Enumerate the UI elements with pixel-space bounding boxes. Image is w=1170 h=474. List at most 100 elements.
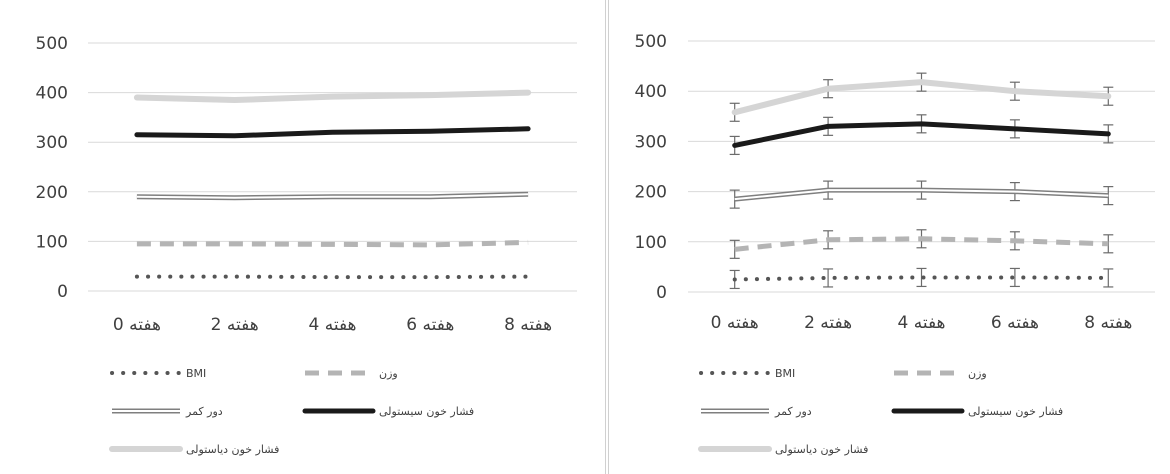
right-series-4-point-0: [733, 111, 736, 114]
right-x-tick-label: 8 هفته: [1084, 313, 1132, 333]
right-series-2-error-bar-4: [1103, 186, 1114, 206]
right-series-0-point-0: [733, 278, 736, 281]
right-series-4-point-2: [920, 81, 923, 84]
right-series-2-point-3: [1013, 190, 1016, 193]
right-series-3-point-0: [733, 144, 736, 147]
right-series-3-point-3: [1013, 127, 1016, 130]
left-series-3-point-0: [135, 133, 138, 136]
left-series-0-point-1: [233, 275, 236, 278]
right-x-tick-label: 2 هفته: [804, 313, 852, 333]
right-y-tick-label: 400: [635, 82, 667, 102]
right-y-tick-label: 0: [656, 283, 667, 303]
right-series-3-point-2: [920, 122, 923, 125]
left-series-4-point-4: [527, 91, 530, 94]
left-x-tick-label: 8 هفته: [504, 315, 552, 335]
right-legend-label-4: فشار خون دیاستولی: [775, 443, 868, 456]
left-series-2-point-0: [135, 195, 138, 198]
left-legend-label-2: دور کمر: [185, 405, 223, 418]
left-series-1-point-1: [233, 242, 236, 245]
left-y-tick-label: 100: [36, 232, 68, 252]
chart-panel-left: 0 100 200 300 400 500 0 هفته 2 هفته 4 هفته 6 هفته…: [35, 0, 606, 474]
left-y-tick-label: 0: [57, 282, 68, 302]
right-y-tick-label: 300: [635, 132, 667, 152]
left-series-3-point-1: [233, 134, 236, 137]
right-series-0-point-3: [1013, 276, 1016, 279]
left-series-2-point-4: [527, 193, 530, 196]
left-legend-label-4: فشار خون دیاستولی: [186, 443, 279, 456]
left-y-tick-label: 400: [36, 84, 68, 104]
left-y-tick-label: 200: [36, 183, 68, 203]
left-series-1-point-3: [429, 243, 432, 246]
chart-panel-right: 0 100 200 300 400 500 0 هفته 2 هفته 4 هفته 6 هفته…: [608, 0, 1170, 474]
left-x-tick-label: 0 هفته: [113, 315, 161, 335]
left-series-2-point-3: [429, 195, 432, 198]
right-series-2-point-0: [733, 198, 736, 201]
left-x-tick-label: 4 هفته: [308, 315, 356, 335]
left-series-0-point-4: [527, 275, 530, 278]
left-series-3-point-2: [331, 131, 334, 134]
right-series-2-point-1: [827, 189, 830, 192]
right-y-tick-label: 200: [635, 183, 667, 203]
left-y-tick-label: 300: [36, 133, 68, 153]
left-series-2: [135, 191, 530, 201]
left-series-1-point-0: [135, 242, 138, 245]
right-series-3-point-1: [827, 125, 830, 128]
left-series-4-point-2: [331, 95, 334, 98]
left-series-0: [134, 274, 531, 280]
right-legend: BMI وزن دور کمر فشار خون سیستولی فشار خون دی…: [698, 367, 1063, 456]
right-series-3-point-4: [1107, 132, 1110, 135]
right-series-0-error-bar-1: [823, 268, 834, 288]
right-series-4-point-1: [827, 87, 830, 90]
left-series-0-point-2: [331, 276, 334, 279]
left-legend-label-1: وزن: [379, 367, 398, 380]
right-series-0: [729, 267, 1114, 290]
right-series-1-point-3: [1013, 239, 1016, 242]
right-series-1-point-2: [920, 237, 923, 240]
right-legend-label-0: BMI: [775, 367, 795, 380]
left-series-4-point-1: [233, 99, 236, 102]
right-x-tick-label: 4 هفته: [897, 313, 945, 333]
right-legend-label-1: وزن: [968, 367, 987, 380]
right-series-1-point-4: [1107, 242, 1110, 245]
right-series-0-point-2: [920, 276, 923, 279]
right-series-0-error-bar-4: [1103, 268, 1114, 288]
right-y-tick-label: 500: [635, 32, 667, 52]
left-series-4-point-0: [135, 96, 138, 99]
left-series-3-point-3: [429, 130, 432, 133]
right-series-4-point-3: [1013, 90, 1016, 93]
left-series-4: [133, 89, 532, 104]
left-series-0-point-3: [429, 276, 432, 279]
left-x-tick-label: 6 هفته: [406, 315, 454, 335]
left-series-2-point-2: [331, 195, 334, 198]
right-series-3: [729, 114, 1114, 156]
left-legend-label-3: فشار خون سیستولی: [379, 405, 474, 418]
right-series-2: [729, 180, 1114, 209]
right-legend-label-3: فشار خون سیستولی: [968, 405, 1063, 418]
left-series-0-point-0: [135, 275, 138, 278]
line-chart-right: 0 100 200 300 400 500 0 هفته 2 هفته 4 هفته 6 هفته…: [635, 32, 1155, 456]
right-series-1-error-bar-4: [1103, 234, 1114, 254]
left-y-tick-label: 500: [36, 34, 68, 54]
left-series-3: [134, 126, 531, 139]
left-legend-label-0: BMI: [186, 367, 206, 380]
left-series-1-point-4: [527, 241, 530, 244]
right-series-1-point-0: [733, 248, 736, 251]
left-x-tick-label: 2 هفته: [211, 315, 259, 335]
left-series-2-point-1: [233, 196, 236, 199]
left-series-3-point-4: [527, 127, 530, 130]
right-series-0-error-bar-3: [1009, 267, 1020, 288]
line-chart-left: 0 100 200 300 400 500 0 هفته 2 هفته 4 هفته 6 هفته…: [36, 34, 577, 456]
left-legend: BMI وزن دور کمر فشار خون سیستولی فشار خون دی…: [109, 367, 474, 456]
right-series-0-point-4: [1107, 276, 1110, 279]
right-series-4: [729, 72, 1114, 122]
right-series-1-point-1: [827, 238, 830, 241]
right-series-2-point-4: [1107, 194, 1110, 197]
left-series-4-point-3: [429, 94, 432, 97]
right-series-0-point-1: [827, 276, 830, 279]
right-series-2-point-2: [920, 189, 923, 192]
right-series-1: [729, 229, 1114, 259]
left-series-1-point-2: [331, 243, 334, 246]
right-series-4-point-4: [1107, 95, 1110, 98]
right-x-tick-label: 6 هفته: [991, 313, 1039, 333]
right-x-tick-label: 0 هفته: [711, 313, 759, 333]
